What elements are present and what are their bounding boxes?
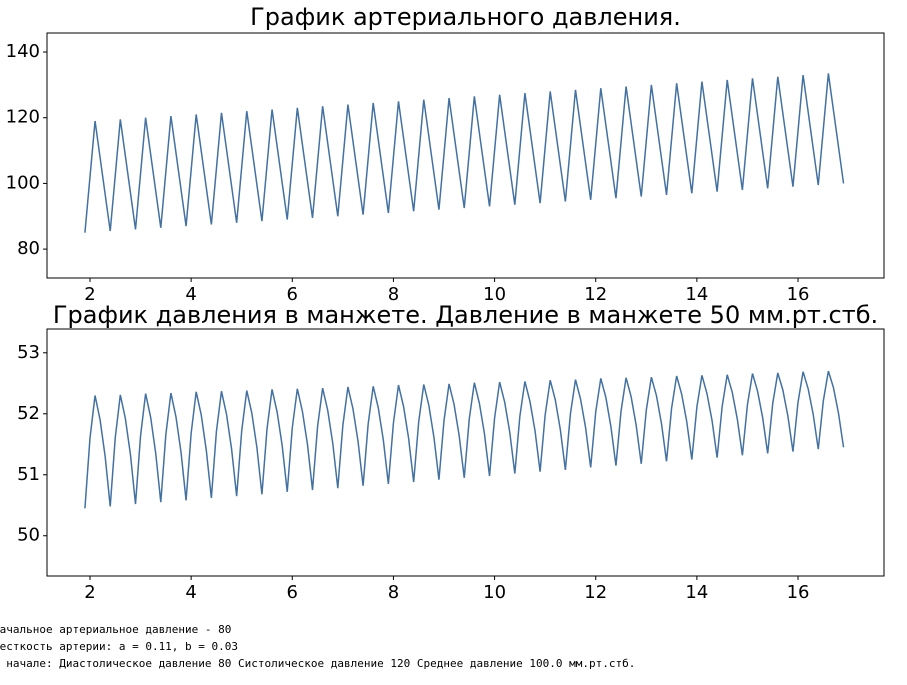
x-tick-label: 14 bbox=[685, 284, 708, 305]
y-tick-label: 51 bbox=[17, 464, 40, 485]
data-line bbox=[84, 370, 845, 509]
x-tick-label: 10 bbox=[483, 582, 506, 603]
x-tick-label: 4 bbox=[185, 284, 196, 305]
x-tick-label: 16 bbox=[787, 284, 810, 305]
x-tick-label: 12 bbox=[584, 284, 607, 305]
x-tick-label: 8 bbox=[388, 284, 399, 305]
data-line bbox=[84, 73, 845, 233]
x-tick-label: 12 bbox=[584, 582, 607, 603]
x-tick-label: 10 bbox=[483, 284, 506, 305]
x-tick-label: 6 bbox=[287, 284, 298, 305]
x-tick-label: 8 bbox=[388, 582, 399, 603]
y-tick-label: 120 bbox=[6, 107, 40, 128]
y-tick-label: 80 bbox=[17, 238, 40, 259]
axes-frame bbox=[46, 328, 885, 577]
chart-title: График давления в манжете. Давление в ма… bbox=[53, 301, 878, 329]
x-tick-label: 2 bbox=[84, 284, 95, 305]
x-tick-label: 2 bbox=[84, 582, 95, 603]
note: Жесткость артерии: a = 0.11, b = 0.03 bbox=[0, 640, 238, 653]
y-tick-label: 100 bbox=[6, 172, 40, 193]
x-tick-label: 14 bbox=[685, 582, 708, 603]
x-tick-label: 16 bbox=[787, 582, 810, 603]
y-tick-label: 53 bbox=[17, 342, 40, 363]
note: Начальное артериальное давление - 80 bbox=[0, 623, 231, 636]
y-tick-label: 140 bbox=[6, 41, 40, 62]
y-tick-label: 52 bbox=[17, 403, 40, 424]
x-tick-label: 4 bbox=[185, 582, 196, 603]
x-tick-label: 6 bbox=[287, 582, 298, 603]
axes-frame bbox=[46, 32, 885, 279]
y-tick-label: 50 bbox=[17, 525, 40, 546]
chart-title: График артериального давления. bbox=[250, 3, 681, 31]
note: В начале: Диастолическое давление 80 Сис… bbox=[0, 657, 635, 670]
